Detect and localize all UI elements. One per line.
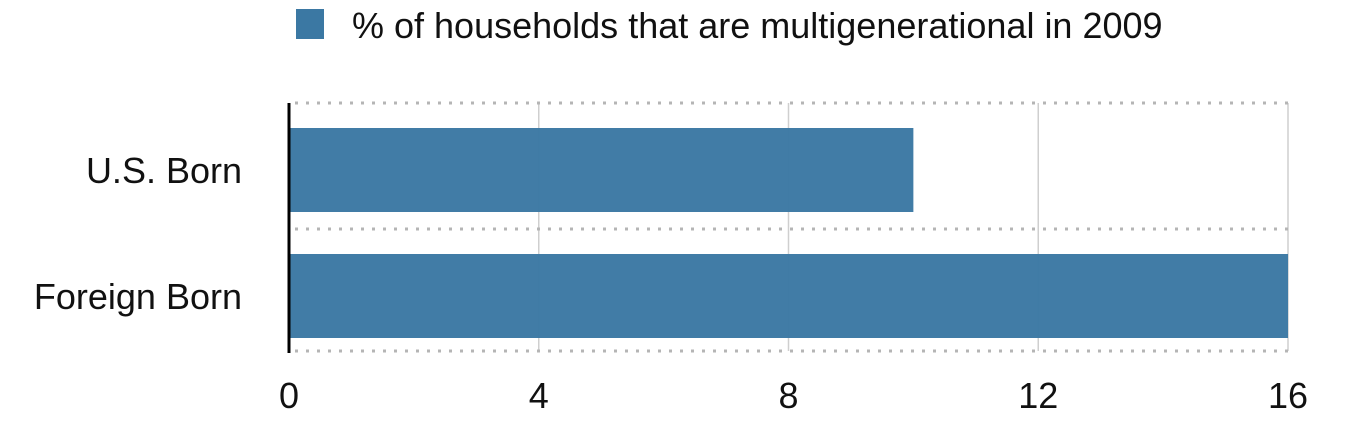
x-tick-label: 8: [778, 375, 798, 416]
legend: % of households that are multigeneration…: [296, 5, 1163, 46]
x-tick-label: 16: [1268, 375, 1308, 416]
category-labels: U.S. Born Foreign Born: [34, 150, 242, 317]
bars: [289, 128, 1288, 338]
bar: [289, 128, 914, 212]
bar: [289, 254, 1288, 338]
category-label: Foreign Born: [34, 276, 242, 317]
legend-swatch: [296, 9, 324, 39]
category-label: U.S. Born: [86, 150, 242, 191]
grid: [295, 101, 1289, 353]
x-tick-labels: 0 4 8 12 16: [279, 375, 1308, 416]
x-tick-label: 4: [529, 375, 549, 416]
legend-label: % of households that are multigeneration…: [352, 5, 1163, 46]
x-tick-label: 0: [279, 375, 299, 416]
x-tick-label: 12: [1018, 375, 1058, 416]
